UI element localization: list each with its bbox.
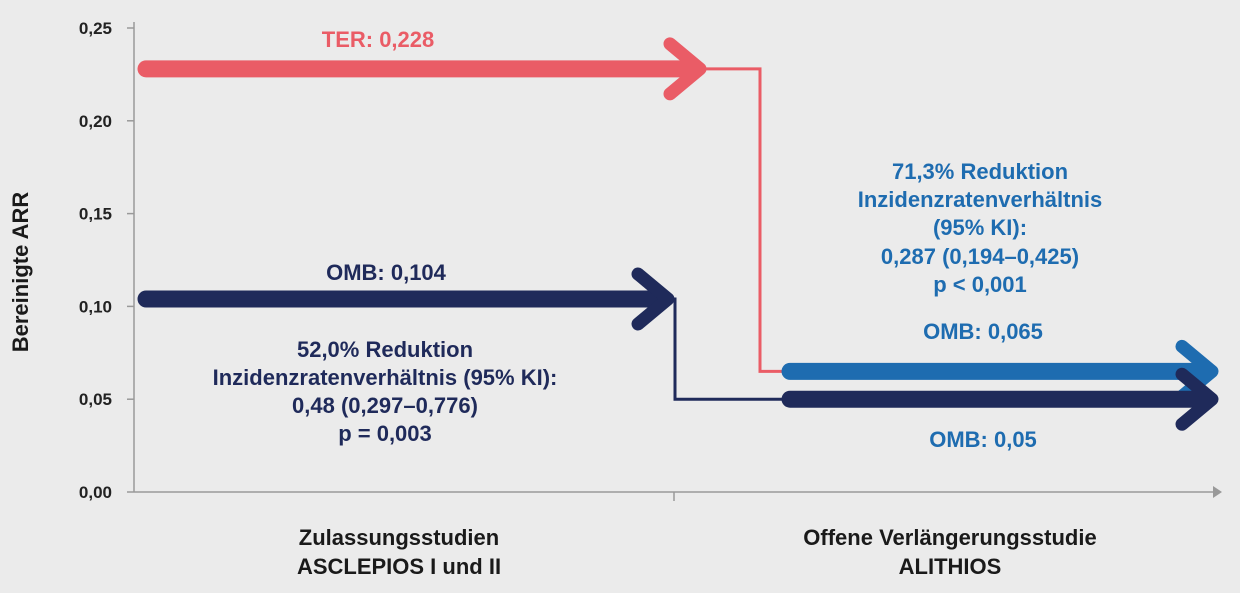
ter-step-connector — [700, 67, 792, 373]
omb-ext-dark-arrow — [781, 367, 1219, 431]
omb-core-value-label: OMB: 0,104 — [326, 260, 447, 285]
omb-step-connector — [668, 297, 792, 401]
ext-stats-line-3: (95% KI): — [933, 215, 1027, 240]
ter-arrow — [137, 37, 707, 101]
y-tick-label: 0,25 — [79, 19, 112, 38]
omb-ext-blue-arrow — [781, 339, 1219, 403]
y-tick-label: 0,20 — [79, 112, 112, 131]
y-tick-label: 0,05 — [79, 390, 112, 409]
y-tick-label: 0,10 — [79, 297, 112, 316]
ter-value-label: TER: 0,228 — [322, 27, 435, 52]
category-label-ext-1: Offene Verlängerungsstudie — [803, 525, 1096, 550]
category-label-core-2: ASCLEPIOS I und II — [297, 554, 501, 579]
omb-ext-dark-value-label: OMB: 0,05 — [929, 427, 1037, 452]
ext-stats-line-2: Inzidenzratenverhältnis — [858, 187, 1103, 212]
omb-ext-dark-arrow-head-icon — [1175, 367, 1219, 431]
omb-core-arrow — [137, 267, 675, 331]
ext-stats-line-4: 0,287 (0,194–0,425) — [881, 244, 1079, 269]
y-tick-label: 0,15 — [79, 205, 112, 224]
category-label-ext-2: ALITHIOS — [899, 554, 1002, 579]
core-stats-line-2: Inzidenzratenverhältnis (95% KI): — [213, 365, 558, 390]
y-axis-label: Bereinigte ARR — [8, 192, 33, 353]
core-stats-line-4: p = 0,003 — [338, 421, 432, 446]
category-label-core-1: Zulassungsstudien — [299, 525, 499, 550]
x-axis-arrow-icon — [1213, 486, 1222, 498]
core-stats-line-3: 0,48 (0,297–0,776) — [292, 393, 478, 418]
ext-stats-line-5: p < 0,001 — [933, 272, 1027, 297]
ter-arrow-head-icon — [663, 37, 707, 101]
core-stats-line-1: 52,0% Reduktion — [297, 337, 473, 362]
omb-core-arrow-head-icon — [631, 267, 675, 331]
y-tick-label: 0,00 — [79, 483, 112, 502]
omb-ext-blue-value-label: OMB: 0,065 — [923, 319, 1043, 344]
y-ticks: 0,00 0,05 0,10 0,15 0,20 0,25 — [79, 19, 134, 502]
ext-stats-line-1: 71,3% Reduktion — [892, 159, 1068, 184]
